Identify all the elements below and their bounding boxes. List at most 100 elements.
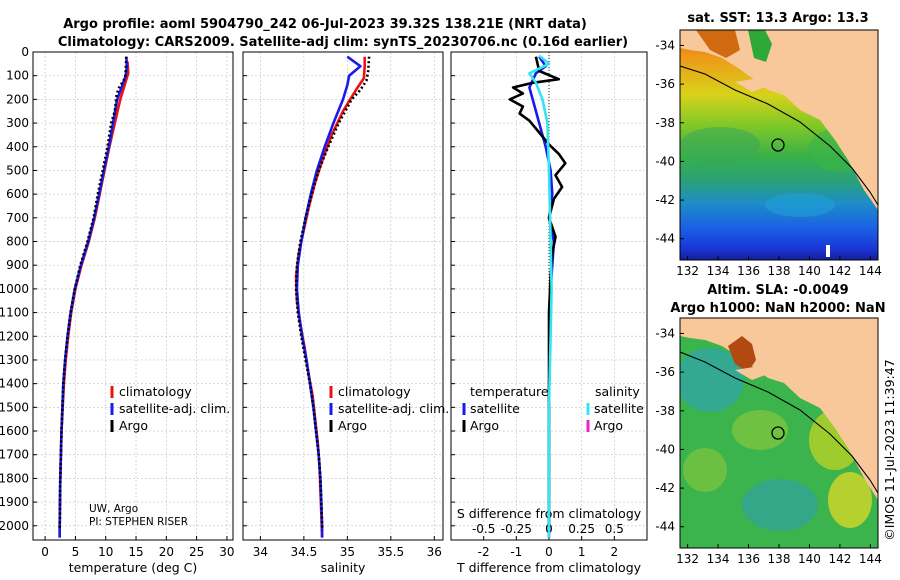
credit-line2: PI: STEPHEN RISER [89,516,188,528]
imos-watermark: ©IMOS 11-Jul-2023 11:39:47 [882,359,897,540]
depth-tick-label: 0 [21,45,29,59]
sla-map-title-line2: Argo h1000: NaN h2000: NaN [670,301,885,316]
depth-tick-label: 1700 [0,448,29,462]
lon-tick-label: 136 [737,264,760,278]
x-tick-label: 34.5 [291,545,318,559]
depth-tick-label: 1300 [0,353,29,367]
plot-frame [32,51,234,541]
sla-bathymetry-contour [680,351,878,494]
sla-profile-marker [771,426,785,440]
sst-warm-water [696,30,740,58]
lon-tick-label: 136 [737,552,760,566]
depth-tick-label: 1800 [0,471,29,485]
lon-tick-label: 140 [798,264,821,278]
depth-tick-label: 100 [6,69,29,83]
lat-tick-label: -42 [655,481,675,495]
legend-label-climatology: climatology [119,384,192,399]
depth-tick-label: 600 [6,187,29,201]
x-tick-label: -1 [510,545,522,559]
depth-tick-label: 2000 [0,519,29,533]
salinity-legend: climatology satellite-adj. clim. Argo [329,384,449,433]
kangaroo-island [735,366,768,380]
figure-title-line2: Climatology: CARS2009. Satellite-adj cli… [58,35,628,50]
x-tick-label: 0 [545,545,553,559]
lat-tick-label: -36 [655,77,675,91]
x-tick-label: 30 [219,545,234,559]
x-tick-label: 2 [611,545,619,559]
sst-map-title: sat. SST: 13.3 Argo: 13.3 [687,11,868,26]
x-tick-label: 25 [189,545,204,559]
series-group [294,55,371,538]
x-axis-label: T difference from climatology [456,560,642,575]
sla-patch [683,448,727,492]
legend-label-t-satellite: satellite [470,401,520,416]
x-tick-label: -2 [478,545,490,559]
depth-tick-label: 1600 [0,424,29,438]
x-tick-label: 10 [98,545,113,559]
lat-tick-label: -38 [655,404,675,418]
series-group [58,56,130,538]
depth-tick-label: 400 [6,140,29,154]
figure-title-line1: Argo profile: aoml 5904790_242 06-Jul-20… [63,17,587,32]
plot-background [243,52,443,540]
depth-tick-label: 900 [6,258,29,272]
lat-tick-label: -40 [655,154,675,168]
lat-tick-label: -40 [655,442,675,456]
x-tick-label: 15 [128,545,143,559]
x-tick-label: 36 [427,545,442,559]
lon-tick-label: 142 [828,264,851,278]
legend-label-argo: Argo [338,418,367,433]
depth-tick-label: 700 [6,211,29,225]
lat-tick-label: -34 [655,326,675,340]
lon-tick-label: 132 [676,264,699,278]
sla-map-ticks: 132 134 136 138 140 142 144 -34 -36 -38 -40 -42 -44 [655,326,881,566]
legend-label-satellite: satellite-adj. clim. [119,401,230,416]
x-tick-label: 1 [578,545,586,559]
plot-background [33,52,233,540]
series-line-argo [294,56,371,531]
legend-title-temperature: temperature [470,384,549,399]
sla-map [680,318,878,548]
sla-map-title-line1: Altim. SLA: -0.0049 [707,283,848,298]
sst-gulf-water [748,30,772,62]
lat-tick-label: -42 [655,193,675,207]
lon-tick-label: 138 [768,552,791,566]
lat-tick-label: -44 [655,232,675,246]
depth-tick-label: 300 [6,116,29,130]
depth-tick-label: 200 [6,92,29,106]
lon-tick-label: 144 [859,552,882,566]
x-axis-label: temperature (deg C) [69,560,198,575]
sla-patch [732,410,788,450]
x-tick-label: 34 [253,545,268,559]
sst-patch [680,127,760,163]
temperature-panel: 0100200300400500600700800900100011001200… [0,45,235,575]
lat-tick-label: -36 [655,365,675,379]
depth-tick-label: 800 [6,235,29,249]
top-x-tick-label: 0.5 [605,522,624,536]
depth-tick-label: 500 [6,163,29,177]
top-x-tick-label: -0.5 [472,522,495,536]
lat-tick-label: -44 [655,520,675,534]
legend-label-s-argo: Argo [594,418,623,433]
legend-label-s-satellite: satellite [594,401,644,416]
sst-land [680,30,878,210]
lon-tick-label: 140 [798,552,821,566]
credit-line1: UW, Argo [89,503,138,515]
lon-tick-label: 134 [707,264,730,278]
lon-tick-label: 134 [707,552,730,566]
kangaroo-island [735,78,768,92]
sla-high-anomaly [728,336,756,372]
depth-tick-label: 1200 [0,329,29,343]
legend-label-argo: Argo [119,418,148,433]
series-group [508,54,567,538]
x-tick-label: 35.5 [377,545,404,559]
lon-tick-label: 144 [859,264,882,278]
x-tick-label: 35 [340,545,355,559]
top-x-tick-label: 0.25 [568,522,595,536]
sst-profile-marker [771,138,785,152]
sla-patch [742,479,818,531]
lon-tick-label: 132 [676,552,699,566]
plot-frame [242,51,444,541]
legend-label-satellite: satellite-adj. clim. [338,401,449,416]
